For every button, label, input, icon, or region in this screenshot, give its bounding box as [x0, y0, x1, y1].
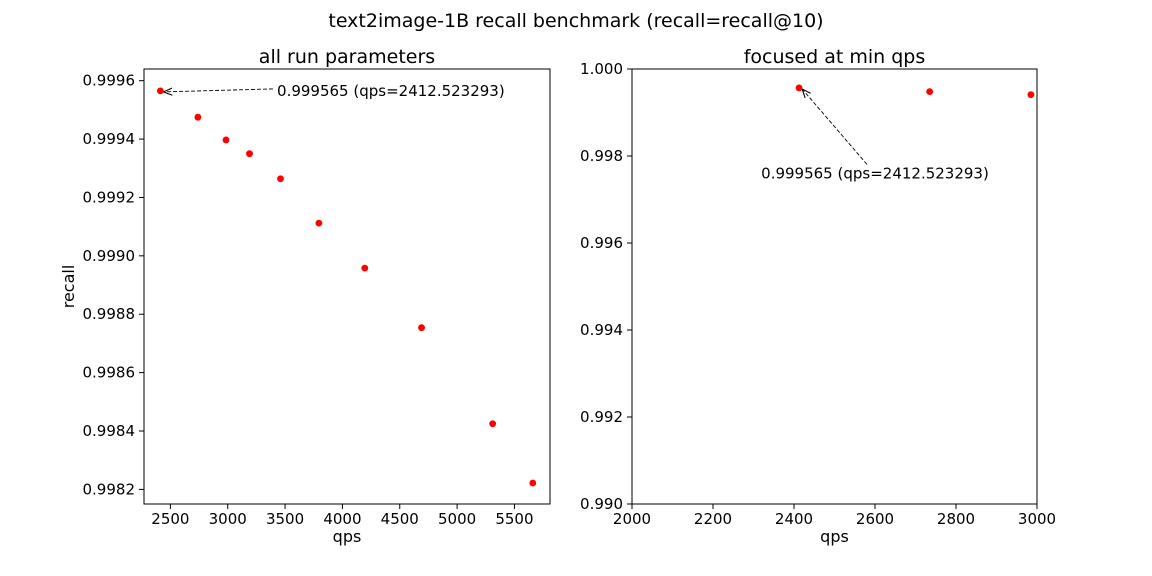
- y-tick-label: 0.9982: [83, 480, 136, 498]
- x-tick-label: 4500: [381, 510, 419, 528]
- y-tick-label: 1.000: [580, 60, 623, 78]
- data-point: [529, 479, 537, 487]
- data-point: [277, 175, 284, 183]
- data-point: [246, 150, 253, 158]
- y-tick-label: 0.9984: [83, 422, 136, 440]
- x-tick-label: 2200: [694, 510, 732, 528]
- data-point: [795, 84, 803, 92]
- x-tick-label: 3500: [266, 510, 304, 528]
- y-tick-label: 0.9992: [83, 188, 136, 206]
- annotation-label: 0.999565 (qps=2412.523293): [277, 82, 505, 100]
- data-point: [418, 324, 425, 332]
- x-tick-label: 2600: [856, 510, 894, 528]
- x-axis-label: qps: [333, 527, 362, 546]
- x-tick-label: 4000: [323, 510, 361, 528]
- chart-all-run-parameters: all run parameters 2500 3000 3500 4000 4500 50…: [59, 46, 551, 546]
- x-tick-label: 2000: [613, 510, 651, 528]
- x-tick-label: 2800: [937, 510, 975, 528]
- y-axis-label: recall: [59, 265, 78, 309]
- data-point: [1027, 91, 1035, 99]
- data-point: [361, 264, 369, 272]
- y-tick-label: 0.9988: [83, 305, 136, 323]
- data-point: [222, 136, 230, 144]
- chart-title: focused at min qps: [744, 46, 926, 68]
- data-point: [156, 87, 164, 95]
- y-tick-label: 0.9996: [83, 72, 136, 90]
- data-point: [926, 88, 934, 96]
- y-tick-label: 0.992: [580, 408, 623, 426]
- y-tick-label: 0.990: [580, 495, 623, 513]
- annotation-label: 0.999565 (qps=2412.523293): [761, 164, 989, 182]
- chart-title: all run parameters: [259, 46, 435, 68]
- y-tick-label: 0.998: [580, 147, 623, 165]
- x-tick-label: 2500: [151, 510, 189, 528]
- y-tick-label: 0.9994: [83, 130, 136, 148]
- annotation-arrow: [802, 89, 868, 165]
- x-tick-label: 5500: [495, 510, 533, 528]
- data-point: [194, 113, 202, 121]
- plot-area-frame: [631, 68, 1038, 505]
- y-tick-label: 0.994: [580, 321, 623, 339]
- x-tick-label: 3000: [209, 510, 247, 528]
- y-tick-label: 0.9990: [83, 247, 136, 265]
- chart-focused-at-min-qps: focused at min qps 2000 2200 2400 2600 2800 30…: [580, 46, 1056, 546]
- y-tick-label: 0.996: [580, 234, 623, 252]
- data-point: [489, 420, 497, 428]
- plot-area-frame: [143, 68, 551, 505]
- data-point: [315, 219, 323, 227]
- x-tick-label: 2400: [775, 510, 813, 528]
- x-axis-label: qps: [820, 527, 849, 546]
- x-tick-label: 5000: [438, 510, 476, 528]
- x-tick-label: 3000: [1018, 510, 1056, 528]
- annotation-arrow: [163, 89, 274, 92]
- y-tick-label: 0.9986: [83, 364, 136, 382]
- figure-title: text2image-1B recall benchmark (recall=r…: [328, 10, 823, 32]
